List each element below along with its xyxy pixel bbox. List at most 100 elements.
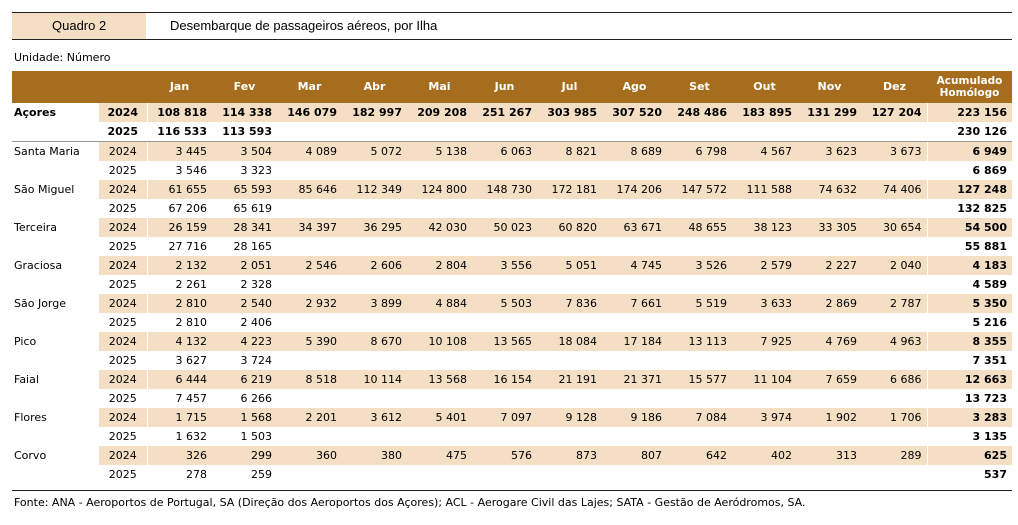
value-cell <box>732 389 797 408</box>
value-cell: 2 810 <box>147 313 212 332</box>
value-cell: 16 154 <box>472 370 537 389</box>
unit-label: Unidade: Número <box>14 51 111 64</box>
value-cell: 65 593 <box>212 180 277 199</box>
value-cell <box>407 389 472 408</box>
value-cell: 21 191 <box>537 370 602 389</box>
value-cell: 2 201 <box>277 408 342 427</box>
value-cell: 15 577 <box>667 370 732 389</box>
value-cell <box>342 199 407 218</box>
region-cell <box>12 275 99 294</box>
value-cell <box>797 351 862 370</box>
value-cell <box>407 275 472 294</box>
year-cell: 2025 <box>99 465 148 484</box>
table-row: Pico 2024 4 132 4 223 5 390 8 670 10 108 13 565… <box>12 332 1012 351</box>
value-cell <box>732 275 797 294</box>
region-cell: Terceira <box>12 218 99 237</box>
value-cell: 2 546 <box>277 256 342 275</box>
value-cell: 259 <box>212 465 277 484</box>
region-cell <box>12 351 99 370</box>
value-cell <box>732 122 797 142</box>
value-cell: 576 <box>472 446 537 465</box>
value-cell: 7 097 <box>472 408 537 427</box>
region-cell <box>12 122 99 142</box>
accumulated-cell: 13 723 <box>926 389 1012 408</box>
value-cell: 1 503 <box>212 427 277 446</box>
table-row: 2025 3 546 3 323 6 869 <box>12 161 1012 180</box>
value-cell: 4 745 <box>602 256 667 275</box>
year-cell: 2025 <box>99 275 148 294</box>
column-header: Dez <box>862 71 927 103</box>
column-header: Set <box>667 71 732 103</box>
value-cell <box>472 122 537 142</box>
accumulated-cell: 7 351 <box>926 351 1012 370</box>
value-cell: 1 706 <box>862 408 927 427</box>
value-cell <box>667 351 732 370</box>
value-cell: 2 787 <box>862 294 927 313</box>
value-cell <box>537 199 602 218</box>
value-cell: 5 051 <box>537 256 602 275</box>
value-cell <box>277 161 342 180</box>
value-cell <box>862 199 927 218</box>
year-cell: 2024 <box>99 218 148 237</box>
value-cell: 6 219 <box>212 370 277 389</box>
table-caption: Quadro 2 Desembarque de passageiros aére… <box>12 12 1012 40</box>
value-cell: 7 836 <box>537 294 602 313</box>
value-cell <box>667 199 732 218</box>
value-cell: 6 798 <box>667 141 732 161</box>
value-cell <box>797 427 862 446</box>
value-cell: 6 686 <box>862 370 927 389</box>
value-cell <box>277 313 342 332</box>
value-cell: 21 371 <box>602 370 667 389</box>
table-row: 2025 2 810 2 406 5 216 <box>12 313 1012 332</box>
value-cell: 5 519 <box>667 294 732 313</box>
value-cell <box>472 427 537 446</box>
accumulated-cell: 5 216 <box>926 313 1012 332</box>
column-header: Out <box>732 71 797 103</box>
value-cell <box>407 313 472 332</box>
table-row: 2025 1 632 1 503 3 135 <box>12 427 1012 446</box>
value-cell: 74 406 <box>862 180 927 199</box>
value-cell: 65 619 <box>212 199 277 218</box>
value-cell <box>667 237 732 256</box>
value-cell: 172 181 <box>537 180 602 199</box>
value-cell <box>342 427 407 446</box>
value-cell: 174 206 <box>602 180 667 199</box>
value-cell: 4 769 <box>797 332 862 351</box>
accumulated-cell: 3 135 <box>926 427 1012 446</box>
passenger-table: Jan Fev Mar Abr Mai Jun Jul Ago Set Out Nov Dez Acum… <box>12 71 1012 484</box>
value-cell: 7 457 <box>147 389 212 408</box>
value-cell <box>407 161 472 180</box>
value-cell: 7 925 <box>732 332 797 351</box>
column-header: Jun <box>472 71 537 103</box>
value-cell: 2 606 <box>342 256 407 275</box>
year-cell: 2024 <box>99 141 148 161</box>
value-cell <box>537 465 602 484</box>
accumulated-cell: 6 869 <box>926 161 1012 180</box>
value-cell: 248 486 <box>667 103 732 122</box>
value-cell <box>732 351 797 370</box>
value-cell: 108 818 <box>147 103 212 122</box>
value-cell: 3 445 <box>147 141 212 161</box>
value-cell: 50 023 <box>472 218 537 237</box>
value-cell <box>407 237 472 256</box>
value-cell: 6 063 <box>472 141 537 161</box>
header-blank <box>99 71 147 103</box>
value-cell: 326 <box>147 446 212 465</box>
value-cell <box>797 199 862 218</box>
region-cell <box>12 465 99 484</box>
value-cell: 360 <box>277 446 342 465</box>
value-cell <box>667 427 732 446</box>
value-cell <box>472 199 537 218</box>
region-cell <box>12 161 99 180</box>
value-cell: 183 895 <box>732 103 797 122</box>
bottom-rule <box>12 490 1012 491</box>
value-cell: 13 113 <box>667 332 732 351</box>
value-cell: 4 567 <box>732 141 797 161</box>
region-cell: São Jorge <box>12 294 99 313</box>
table-row: 2025 3 627 3 724 7 351 <box>12 351 1012 370</box>
accumulated-cell: 8 355 <box>926 332 1012 351</box>
accumulated-cell: 625 <box>926 446 1012 465</box>
value-cell: 5 390 <box>277 332 342 351</box>
accumulated-cell: 54 500 <box>926 218 1012 237</box>
value-cell: 6 266 <box>212 389 277 408</box>
